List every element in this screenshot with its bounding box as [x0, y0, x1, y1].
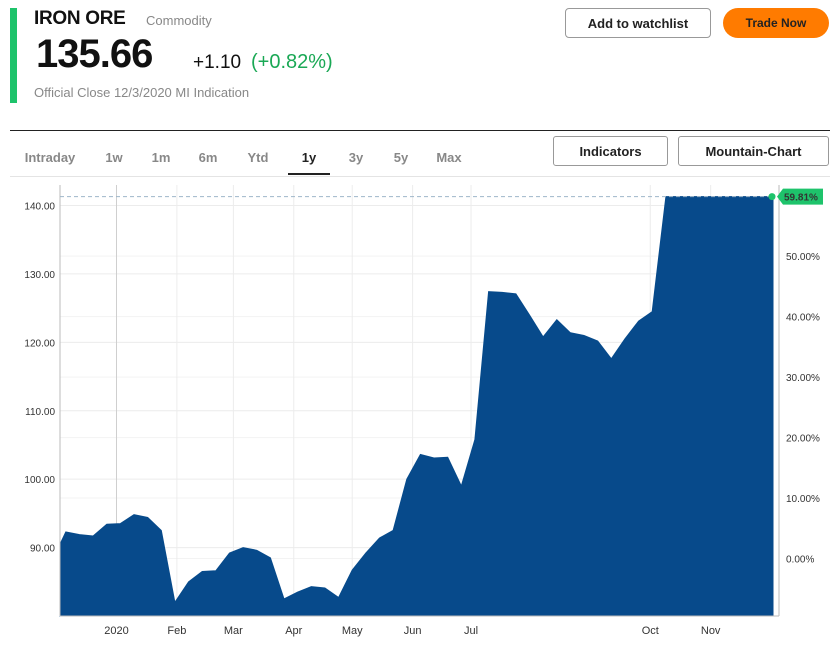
left-tick-label-4: 130.00	[24, 270, 55, 281]
chart-top-border	[10, 176, 830, 177]
left-tick-label-3: 120.00	[24, 338, 55, 349]
tab-1y[interactable]: 1y	[288, 143, 330, 175]
x-tick-label-4: May	[342, 625, 363, 637]
current-percent-label: 59.81%	[784, 193, 818, 204]
instrument-type: Commodity	[146, 13, 212, 28]
left-tick-label-0: 90.00	[30, 544, 55, 555]
chart-type-button[interactable]: Mountain-Chart	[678, 136, 829, 166]
price-change-percent: (+0.82%)	[251, 51, 333, 73]
tab-5y[interactable]: 5y	[393, 150, 409, 165]
x-tick-label-0: 2020	[104, 625, 128, 637]
right-tick-label-1: 10.00%	[786, 494, 820, 505]
tab-3y[interactable]: 3y	[348, 150, 364, 165]
last-price: 135.66	[36, 32, 153, 76]
tab-1w[interactable]: 1w	[105, 150, 123, 165]
x-tick-label-1: Feb	[167, 625, 186, 637]
x-tick-label-2: Mar	[224, 625, 243, 637]
right-tick-label-4: 40.00%	[786, 313, 820, 324]
instrument-title: IRON ORE	[34, 8, 126, 29]
tab-6m[interactable]: 6m	[198, 150, 218, 165]
x-tick-label-6: Jul	[464, 625, 478, 637]
trade-now-button[interactable]: Trade Now	[723, 8, 829, 38]
right-tick-label-0: 0.00%	[786, 555, 814, 566]
x-tick-label-5: Jun	[404, 625, 422, 637]
current-percent-badge	[777, 188, 823, 205]
price-chart[interactable]: 90.00 100.00 110.00 120.00 130.00 140.00 0.00%…	[0, 180, 832, 659]
x-tick-label-8: Nov	[701, 625, 721, 637]
left-tick-label-1: 100.00	[24, 475, 55, 486]
tab-intraday[interactable]: Intraday	[24, 150, 76, 165]
right-tick-label-2: 20.00%	[786, 434, 820, 445]
time-range-tabs: Intraday 1w 1m 6m Ytd 1y 3y 5y Max	[10, 143, 474, 175]
right-tick-label-5: 50.00%	[786, 252, 820, 263]
price-area	[59, 196, 774, 617]
tab-max[interactable]: Max	[436, 150, 462, 165]
x-tick-label-7: Oct	[642, 625, 659, 637]
add-to-watchlist-button[interactable]: Add to watchlist	[565, 8, 711, 38]
official-close-note: Official Close 12/3/2020 MI Indication	[34, 85, 250, 100]
tab-1m[interactable]: 1m	[151, 150, 171, 165]
price-change: +1.10	[193, 52, 242, 73]
indicators-button[interactable]: Indicators	[553, 136, 668, 166]
current-value-dot	[768, 193, 776, 201]
header-divider	[10, 130, 830, 131]
left-tick-label-5: 140.00	[24, 202, 55, 213]
left-tick-label-2: 110.00	[25, 407, 55, 418]
right-tick-label-3: 30.00%	[786, 373, 820, 384]
x-tick-label-3: Apr	[285, 625, 302, 637]
accent-bar	[10, 8, 17, 103]
tab-ytd[interactable]: Ytd	[247, 150, 269, 165]
